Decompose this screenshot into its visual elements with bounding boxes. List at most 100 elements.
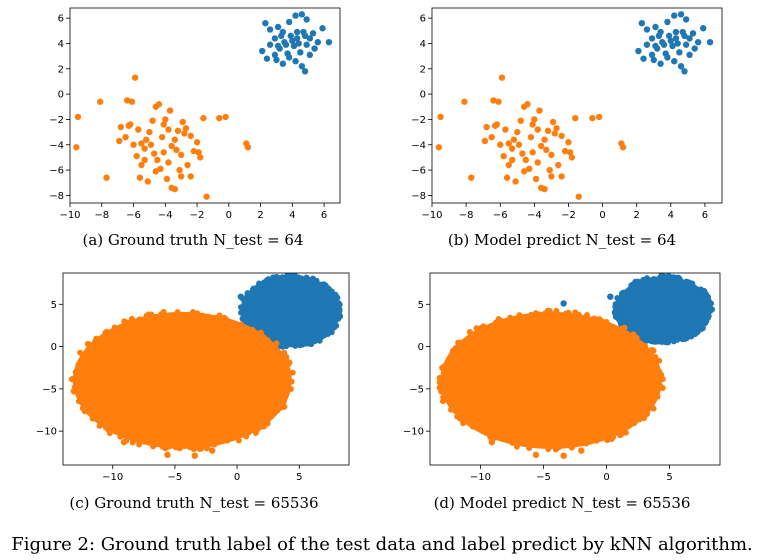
- edge-point: [650, 335, 657, 342]
- point-orange-a: [74, 113, 82, 121]
- point-orange-d: [562, 310, 570, 317]
- point-blue-b: [686, 35, 693, 42]
- point-blue-a: [292, 12, 299, 19]
- edge-point: [162, 316, 169, 323]
- point-orange-b: [435, 144, 443, 151]
- edge-point: [212, 316, 219, 323]
- point-blue-b: [677, 11, 685, 18]
- edge-point: [636, 406, 643, 413]
- edge-point: [298, 275, 305, 282]
- point-orange-b: [497, 141, 504, 148]
- edge-point: [448, 352, 455, 359]
- x-tick-label: 6: [321, 210, 327, 221]
- edge-point: [565, 438, 572, 445]
- edge-point: [133, 318, 140, 325]
- x-tick-label: −10: [102, 472, 123, 483]
- y-tick-label: 5: [51, 300, 57, 311]
- point-orange-b: [541, 185, 548, 193]
- point-orange-a: [149, 117, 156, 124]
- edge-point: [288, 340, 295, 347]
- point-orange-a: [138, 140, 145, 147]
- point-orange-a: [163, 175, 171, 183]
- x-tick-label: −4: [158, 210, 173, 221]
- point-blue-a: [262, 19, 269, 27]
- point-orange-c: [89, 415, 97, 422]
- edge-point: [204, 440, 211, 447]
- point-orange-c: [140, 328, 148, 335]
- plot-area-d: [436, 273, 716, 459]
- point-orange-a: [154, 156, 161, 164]
- point-orange-a: [117, 123, 125, 131]
- edge-point: [75, 398, 82, 405]
- x-tick-label: −10: [59, 210, 80, 221]
- point-orange-a: [144, 178, 152, 185]
- cluster-edge-blue-d: [611, 273, 716, 346]
- subplot-b: −10 −8 −6 −4 −2 0 2 4 6 −8 −6 −4 −2 0 2 4 6: [411, 7, 723, 221]
- edge-point: [705, 294, 712, 301]
- point-blue-b: [648, 35, 656, 42]
- edge-point: [542, 314, 549, 321]
- edge-point: [260, 423, 267, 430]
- edge-point: [107, 422, 114, 429]
- point-blue-a: [295, 40, 302, 47]
- edge-point: [240, 327, 247, 334]
- edge-point: [607, 431, 614, 438]
- point-orange-b: [527, 133, 535, 141]
- edge-point: [641, 415, 648, 422]
- x-tick-label: 0: [599, 210, 605, 221]
- edge-point: [71, 376, 78, 383]
- point-blue-a: [319, 25, 326, 32]
- edge-point: [475, 423, 482, 430]
- edge-point: [178, 314, 185, 321]
- x-tick-label: 4: [668, 210, 674, 221]
- point-orange-b: [512, 178, 519, 185]
- point-orange-b: [553, 125, 560, 132]
- point-orange-b: [531, 116, 538, 123]
- point-orange-b: [508, 156, 516, 164]
- plot-area-a: [73, 11, 333, 200]
- point-orange-b: [495, 98, 502, 105]
- plot-area-c: [68, 273, 344, 459]
- edge-point: [333, 322, 340, 329]
- point-orange-b: [536, 107, 543, 114]
- point-orange-a: [143, 136, 150, 143]
- point-orange-b: [619, 144, 627, 151]
- point-blue-a: [285, 54, 293, 61]
- plot-area-b: [435, 11, 714, 200]
- point-orange-b: [544, 127, 552, 135]
- edge-point: [618, 290, 625, 297]
- point-orange-b: [490, 97, 497, 104]
- edge-point: [189, 443, 196, 450]
- edge-point: [283, 382, 290, 389]
- edge-point: [622, 429, 629, 436]
- edge-point: [199, 312, 206, 319]
- point-orange-a: [171, 136, 179, 143]
- edge-point: [681, 334, 688, 341]
- point-blue-b: [706, 38, 714, 46]
- cluster-orange-d: [440, 311, 662, 449]
- point-orange-c: [245, 424, 252, 431]
- point-orange-a: [184, 161, 191, 169]
- edge-point: [79, 405, 86, 412]
- point-blue-a: [279, 60, 287, 67]
- edge-point: [281, 349, 288, 356]
- point-orange-b: [502, 126, 509, 133]
- edge-point: [167, 439, 174, 446]
- edge-point: [330, 296, 337, 303]
- x-tick-label: −5: [168, 472, 183, 483]
- point-orange-a: [174, 127, 182, 135]
- point-orange-b: [529, 121, 536, 128]
- point-blue-a: [314, 38, 321, 46]
- y-tick-label: −6: [49, 166, 64, 177]
- edge-point: [632, 283, 639, 290]
- point-orange-a: [147, 141, 155, 148]
- edge-point: [238, 309, 245, 316]
- y-tick-label: −2: [411, 115, 426, 126]
- edge-point: [275, 275, 282, 282]
- point-orange-b: [491, 122, 499, 129]
- y-tick-label: 4: [420, 39, 426, 50]
- edge-point: [690, 328, 697, 335]
- edge-point: [280, 343, 287, 350]
- point-blue-b: [648, 51, 656, 59]
- cluster-edge-orange-d: [436, 307, 666, 453]
